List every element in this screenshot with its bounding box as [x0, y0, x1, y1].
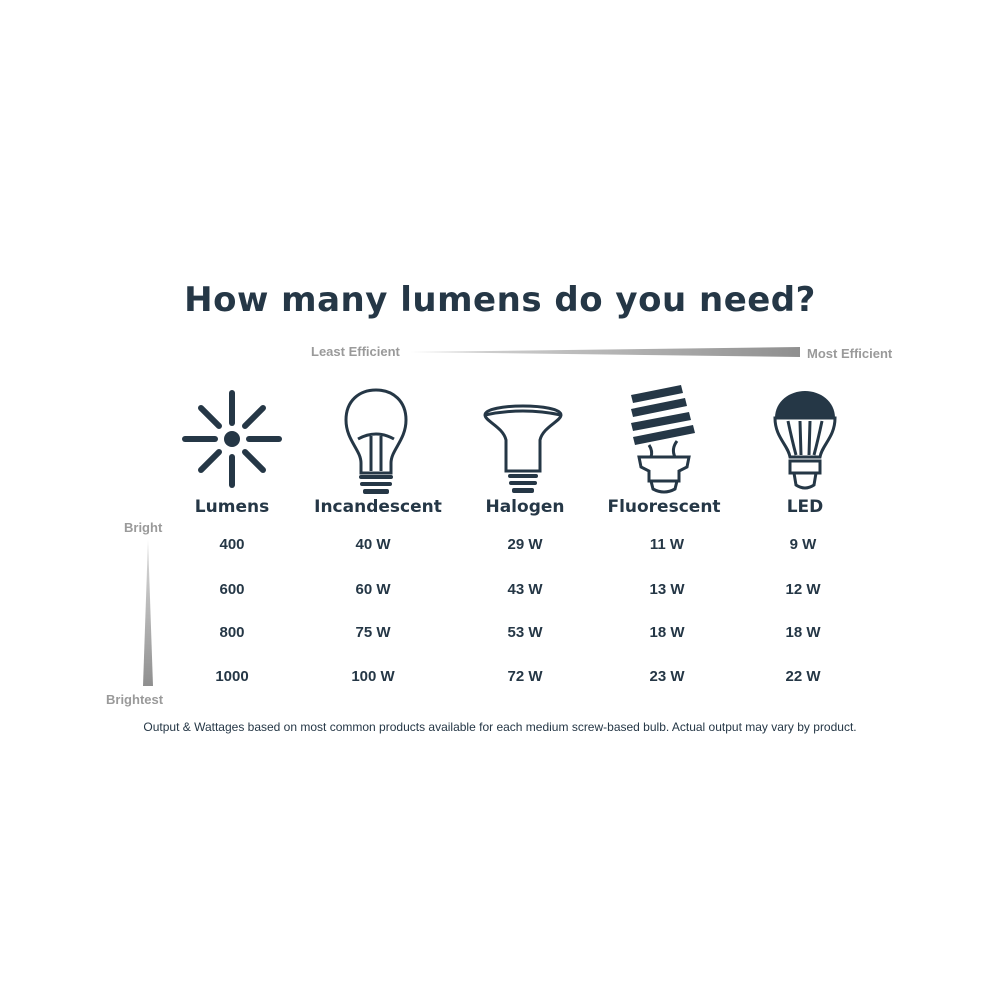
table-cell: 600	[219, 581, 245, 598]
table-cell: 29 W	[507, 536, 543, 553]
column-header-fluorescent: Fluorescent	[607, 497, 721, 517]
table-cell: 22 W	[785, 668, 821, 685]
page-title: How many lumens do you need?	[184, 280, 816, 320]
column-header-incandescent: Incandescent	[314, 497, 442, 517]
table-cell: 72 W	[507, 668, 543, 685]
least-efficient-label: Least Efficient	[311, 344, 400, 359]
table-cell: 75 W	[355, 624, 391, 641]
brightness-gradient-bar	[143, 540, 153, 686]
cfl-bulb-icon	[631, 385, 695, 494]
bright-label: Bright	[124, 520, 163, 535]
column-header-led: LED	[786, 497, 824, 517]
light-burst-icon	[182, 390, 282, 488]
table-cell: 12 W	[785, 581, 821, 598]
table-cell: 100 W	[351, 668, 395, 685]
brightest-label: Brightest	[106, 692, 164, 707]
halogen-bulb-icon	[483, 404, 563, 493]
column-header-lumens: Lumens	[194, 497, 270, 517]
column-header-halogen: Halogen	[485, 497, 565, 517]
table-cell: 60 W	[355, 581, 391, 598]
table-cell: 1000	[215, 668, 249, 685]
incandescent-bulb-icon	[344, 388, 408, 494]
most-efficient-label: Most Efficient	[807, 346, 893, 361]
footnote: Output & Wattages based on most common p…	[143, 720, 857, 734]
table-cell: 23 W	[649, 668, 685, 685]
table-cell: 18 W	[649, 624, 685, 641]
led-bulb-icon	[773, 391, 837, 490]
table-cell: 13 W	[649, 581, 685, 598]
table-cell: 40 W	[355, 536, 391, 553]
table-cell: 43 W	[507, 581, 543, 598]
efficiency-gradient-bar	[410, 347, 800, 357]
table-cell: 11 W	[649, 536, 685, 553]
table-cell: 18 W	[785, 624, 821, 641]
table-cell: 800	[219, 624, 245, 641]
table-cell: 53 W	[507, 624, 543, 641]
table-cell: 9 W	[789, 536, 817, 553]
table-cell: 400	[219, 536, 245, 553]
